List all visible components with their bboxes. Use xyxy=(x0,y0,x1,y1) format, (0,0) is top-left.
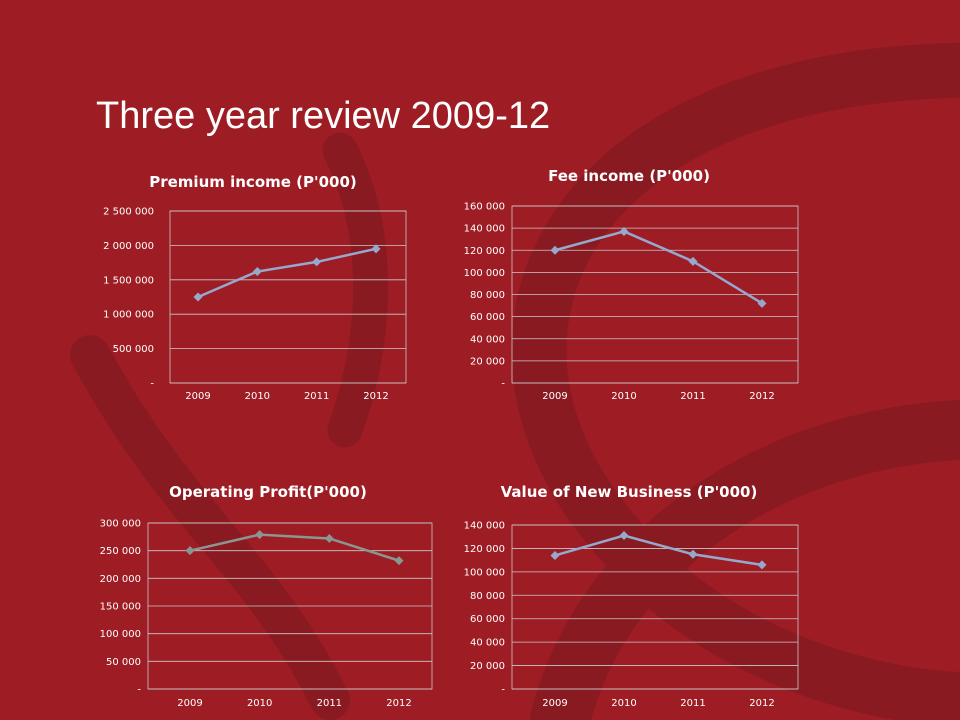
data-point-marker xyxy=(757,298,767,308)
data-point-marker xyxy=(193,292,203,302)
data-point-marker xyxy=(312,257,322,267)
y-tick-label: 500 000 xyxy=(113,344,154,355)
y-tick-label: 40 000 xyxy=(470,638,505,649)
x-tick-label: 2010 xyxy=(611,391,636,402)
y-tick-label: 140 000 xyxy=(464,521,505,532)
y-tick-label: 80 000 xyxy=(470,591,505,602)
y-tick-label: 60 000 xyxy=(470,614,505,625)
data-point-marker xyxy=(185,546,195,556)
x-tick-label: 2009 xyxy=(177,698,202,709)
y-tick-label: 120 000 xyxy=(464,246,505,257)
series-line xyxy=(189,533,400,562)
x-tick-label: 2012 xyxy=(749,698,774,709)
series-line xyxy=(554,230,763,305)
y-tick-label: 100 000 xyxy=(100,629,141,640)
y-tick-label: 140 000 xyxy=(464,224,505,235)
y-tick-label: 160 000 xyxy=(464,202,505,213)
y-tick-label: 200 000 xyxy=(100,574,141,585)
data-point-marker xyxy=(757,560,767,570)
data-point-marker xyxy=(371,244,381,254)
y-tick-label: - xyxy=(137,685,141,696)
x-tick-label: 2012 xyxy=(363,391,388,402)
x-tick-label: 2010 xyxy=(611,698,636,709)
y-tick-label: 1 000 000 xyxy=(103,310,154,321)
y-tick-label: 1 500 000 xyxy=(103,275,154,286)
y-tick-label: - xyxy=(501,379,505,390)
plot-area xyxy=(511,524,799,690)
x-tick-label: 2010 xyxy=(245,391,270,402)
x-tick-label: 2010 xyxy=(247,698,272,709)
x-tick-label: 2011 xyxy=(317,698,342,709)
data-point-marker xyxy=(688,549,698,559)
slide-title: Three year review 2009-12 xyxy=(96,95,551,137)
x-tick-label: 2009 xyxy=(185,391,210,402)
y-tick-label: - xyxy=(501,685,505,696)
y-tick-label: 150 000 xyxy=(100,602,141,613)
swirl-arc-main xyxy=(511,42,960,720)
y-tick-label: 100 000 xyxy=(464,268,505,279)
data-point-marker xyxy=(688,256,698,266)
data-point-marker xyxy=(619,226,629,236)
y-tick-label: 2 000 000 xyxy=(103,241,154,252)
y-tick-label: - xyxy=(150,379,154,390)
x-tick-label: 2011 xyxy=(680,698,705,709)
data-point-marker xyxy=(550,550,560,560)
y-tick-label: 120 000 xyxy=(464,544,505,555)
x-tick-label: 2012 xyxy=(749,391,774,402)
chart-title: Operating Profit(P'000) xyxy=(169,483,367,501)
data-point-marker xyxy=(394,556,404,566)
y-tick-label: 100 000 xyxy=(464,567,505,578)
y-tick-label: 40 000 xyxy=(470,334,505,345)
swirl-arc-left xyxy=(70,335,350,720)
y-tick-label: 250 000 xyxy=(100,546,141,557)
x-tick-label: 2012 xyxy=(386,698,411,709)
series-line xyxy=(554,534,763,567)
swirl-arc-upper xyxy=(322,132,389,448)
y-tick-label: 50 000 xyxy=(106,657,141,668)
y-tick-label: 80 000 xyxy=(470,290,505,301)
data-point-marker xyxy=(550,245,560,255)
x-tick-label: 2011 xyxy=(680,391,705,402)
x-tick-label: 2009 xyxy=(542,698,567,709)
y-tick-label: 60 000 xyxy=(470,312,505,323)
data-point-marker xyxy=(619,531,629,541)
data-point-marker xyxy=(255,530,265,540)
x-tick-label: 2009 xyxy=(542,391,567,402)
y-tick-label: 2 500 000 xyxy=(103,207,154,218)
y-tick-label: 20 000 xyxy=(470,661,505,672)
chart-title: Value of New Business (P'000) xyxy=(501,483,758,501)
y-tick-label: 300 000 xyxy=(100,519,141,530)
swirl-arc-lower xyxy=(530,400,960,720)
data-point-marker xyxy=(324,533,334,543)
y-tick-label: 20 000 xyxy=(470,356,505,367)
data-point-marker xyxy=(252,267,262,277)
chart-title: Fee income (P'000) xyxy=(548,167,710,185)
chart-title: Premium income (P'000) xyxy=(149,173,357,191)
series-line xyxy=(197,247,377,299)
x-tick-label: 2011 xyxy=(304,391,329,402)
